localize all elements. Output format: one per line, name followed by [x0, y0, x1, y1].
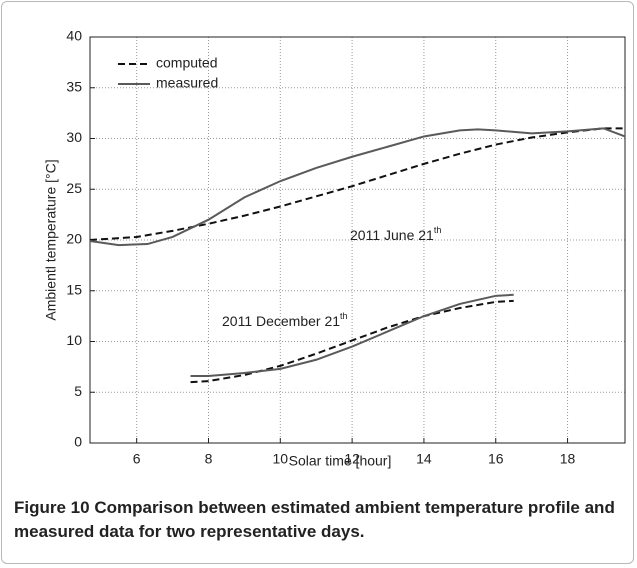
- caption-label: Figure 10: [14, 498, 90, 517]
- y-tick-label: 0: [74, 434, 82, 450]
- line: [89, 127, 625, 241]
- x-axis-label: Solar time [hour]: [289, 453, 392, 469]
- annotation: 2011 June 21th: [350, 225, 441, 242]
- y-tick-label: 40: [66, 28, 82, 44]
- y-tick-label: 25: [66, 180, 82, 196]
- x-tick-label: 18: [560, 451, 576, 467]
- x-tick-label: 16: [488, 451, 504, 467]
- caption: Figure 10 Comparison between estimated a…: [14, 496, 629, 544]
- legend-label: computed: [156, 55, 217, 71]
- annotation-sup: th: [340, 311, 348, 321]
- chart: Solar time [hour] Ambientl temperature […: [43, 28, 626, 469]
- annotation-text: 2011 December 21: [222, 313, 340, 329]
- x-tick-label: 8: [205, 451, 213, 467]
- line: [89, 127, 626, 247]
- y-axis-label: Ambientl temperature [°C]: [43, 159, 59, 320]
- x-tick-label: 6: [133, 451, 141, 467]
- y-tick-label: 30: [66, 129, 82, 145]
- caption-text: Comparison between estimated ambient tem…: [14, 498, 615, 541]
- line: [190, 293, 514, 378]
- annotation-sup: th: [434, 225, 442, 235]
- annotation-text: 2011 June 21: [350, 227, 434, 243]
- x-tick-label: 14: [416, 451, 432, 467]
- x-tick-label: 12: [344, 451, 360, 467]
- annotation: 2011 December 21th: [222, 311, 348, 328]
- y-tick-label: 5: [74, 383, 82, 399]
- y-tick-label: 35: [66, 78, 82, 94]
- legend-label: measured: [156, 75, 218, 91]
- y-tick-label: 15: [66, 281, 82, 297]
- x-tick-label: 10: [273, 451, 289, 467]
- y-tick-label: 20: [66, 231, 82, 247]
- y-tick-label: 10: [66, 332, 82, 348]
- line: [190, 299, 514, 384]
